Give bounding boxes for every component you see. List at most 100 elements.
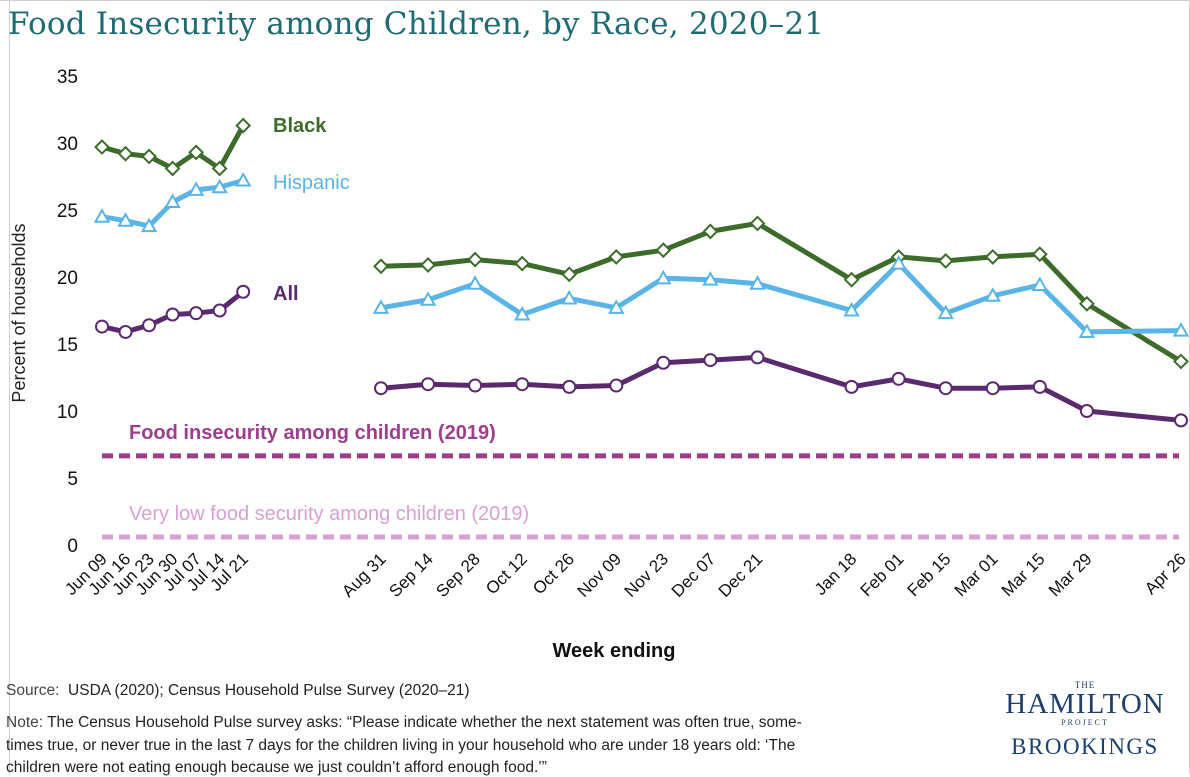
data-point-all: [985, 381, 1000, 396]
x-tick-label: Mar 29: [1045, 549, 1096, 600]
data-point-hispanic: [372, 299, 390, 314]
x-tick-label: Apr 26: [1141, 549, 1190, 598]
data-point-hispanic: [890, 255, 907, 270]
hamilton-brookings-logo: THE HAMILTON PROJECT BROOKINGS: [990, 680, 1180, 760]
y-tick-label: 30: [57, 134, 78, 155]
page-title: Food Insecurity among Children, by Race,…: [8, 6, 825, 42]
y-tick-label: 5: [67, 469, 78, 490]
data-point-black: [1173, 353, 1189, 370]
data-point-all: [938, 381, 953, 396]
data-point-hispanic: [608, 299, 625, 314]
line-chart: 0 5 10 15 20 25 30 35 Food insecurity among chi…: [9, 67, 1190, 662]
data-point-all: [95, 319, 109, 334]
x-tick-label: Mar 15: [998, 549, 1049, 600]
series-line-all: [380, 354, 1182, 423]
data-point-black: [117, 145, 134, 162]
logo-brookings: BROOKINGS: [1011, 734, 1159, 759]
data-point-all: [1032, 379, 1047, 394]
data-point-hispanic: [93, 208, 111, 223]
data-point-hispanic: [513, 305, 531, 321]
note-line-1: The Census Household Pulse survey asks: …: [47, 714, 802, 731]
data-point-all: [562, 379, 577, 394]
reference-line-label: Very low food security among children (2…: [129, 503, 529, 525]
data-point-black: [514, 255, 531, 272]
data-point-hispanic: [843, 301, 860, 317]
data-point-hispanic: [702, 271, 719, 286]
source-note: Source: USDA (2020); Census Household Pu…: [6, 682, 470, 700]
data-point-black: [843, 271, 860, 288]
x-tick-label: Oct 12: [482, 549, 531, 598]
series-markers: [93, 117, 1190, 428]
x-tick-label: Dec 07: [668, 549, 720, 601]
data-point-black: [1031, 246, 1048, 263]
y-tick-label: 0: [67, 536, 78, 557]
reference-lines: Food insecurity among children (2019) Ver…: [102, 422, 1179, 540]
data-point-black: [235, 117, 252, 134]
y-axis-label: Percent of households: [9, 223, 29, 402]
series-label-all: All: [273, 283, 299, 305]
data-point-black: [608, 248, 625, 265]
data-point-black: [188, 144, 205, 161]
x-tick-label: Aug 31: [338, 549, 390, 601]
y-tick-label: 20: [57, 268, 78, 289]
data-point-all: [609, 378, 624, 393]
data-point-black: [373, 258, 389, 275]
data-point-hispanic: [749, 275, 766, 290]
series-label-hispanic: Hispanic: [273, 172, 350, 194]
data-point-black: [937, 253, 954, 269]
series-labels: Black Hispanic All: [273, 115, 350, 305]
data-point-black: [984, 248, 1001, 265]
data-point-hispanic: [187, 181, 205, 196]
data-point-all: [750, 350, 765, 365]
data-point-all: [468, 378, 483, 393]
data-point-black: [1078, 295, 1095, 312]
y-axis-ticks: 0 5 10 15 20 25 30 35: [57, 67, 78, 557]
data-point-hispanic: [211, 178, 228, 194]
y-tick-label: 35: [57, 67, 78, 88]
data-point-all: [515, 377, 530, 392]
data-point-all: [212, 303, 227, 318]
data-point-hispanic: [140, 217, 158, 233]
data-point-all: [891, 371, 906, 386]
data-point-all: [421, 377, 436, 392]
data-point-black: [141, 148, 157, 165]
data-point-hispanic: [1078, 323, 1096, 338]
data-point-hispanic: [937, 304, 954, 320]
data-point-all: [1079, 404, 1094, 418]
source-text: USDA (2020); Census Household Pulse Surv…: [68, 682, 470, 699]
data-point-hispanic: [164, 193, 181, 208]
source-label: Source:: [6, 682, 60, 699]
x-tick-label: Nov 09: [574, 549, 626, 601]
chart-frame-top: [0, 0, 1190, 1]
note-line-2-row: times true, or never true in the last 7 …: [6, 737, 795, 755]
y-tick-label: 15: [57, 335, 78, 356]
data-point-black: [420, 257, 436, 273]
data-point-all: [656, 355, 671, 370]
logo-project: PROJECT: [1061, 718, 1109, 727]
note-label: Note:: [6, 714, 44, 731]
data-point-hispanic: [1172, 322, 1190, 337]
x-tick-label: Mar 01: [951, 549, 1002, 600]
data-point-black: [94, 139, 110, 155]
data-point-all: [118, 324, 133, 339]
x-tick-label: Jan 18: [811, 549, 861, 599]
x-tick-label: Feb 15: [904, 549, 955, 600]
data-point-all: [373, 381, 388, 396]
data-point-all: [142, 318, 157, 333]
note-line-2: times true, or never true in the last 7 …: [6, 737, 796, 754]
data-point-black: [211, 160, 228, 177]
x-tick-label: Oct 26: [529, 549, 578, 598]
reference-line-label: Food insecurity among children (2019): [129, 422, 496, 444]
data-point-hispanic: [117, 212, 134, 227]
data-point-hispanic: [1031, 276, 1049, 292]
series-lines: [101, 124, 1183, 423]
note: Note: The Census Household Pulse survey …: [6, 714, 802, 732]
data-point-black: [749, 215, 766, 232]
x-axis-label: Week ending: [553, 640, 676, 662]
data-point-all: [165, 307, 180, 322]
data-point-all: [189, 306, 204, 321]
x-tick-label: Feb 01: [857, 549, 908, 600]
series-label-black: Black: [273, 115, 327, 137]
data-point-black: [164, 160, 181, 177]
